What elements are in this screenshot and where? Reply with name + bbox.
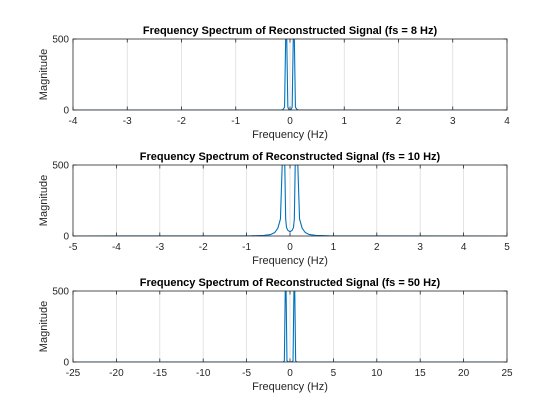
- x-axis-label: Frequency (Hz): [252, 129, 328, 141]
- x-tick-label: -5: [242, 368, 251, 379]
- x-tick-label: -15: [153, 368, 168, 379]
- chart-title: Frequency Spectrum of Reconstructed Sign…: [140, 151, 441, 163]
- x-tick-label: -1: [231, 116, 240, 127]
- y-tick-label: 0: [63, 358, 69, 369]
- x-tick-label: -10: [196, 368, 211, 379]
- x-tick-label: 2: [374, 242, 380, 253]
- x-tick-label: -3: [123, 116, 132, 127]
- x-tick-label: -4: [69, 116, 78, 127]
- x-tick-label: 25: [501, 368, 513, 379]
- series-line: [73, 165, 507, 236]
- y-tick-label: 500: [52, 287, 69, 298]
- x-tick-label: 4: [504, 116, 510, 127]
- y-tick-label: 500: [52, 35, 69, 46]
- y-axis-label: Magnitude: [38, 49, 50, 100]
- chart-title: Frequency Spectrum of Reconstructed Sign…: [143, 25, 438, 37]
- y-tick-label: 0: [63, 232, 69, 243]
- x-tick-label: 20: [458, 368, 470, 379]
- y-axis-label: Magnitude: [38, 175, 50, 226]
- x-tick-label: -2: [177, 116, 186, 127]
- x-tick-label: 3: [417, 242, 423, 253]
- subplot-2: -5 -4 -3 -2 -1 0 1 2 3 4 5 0 500 Frequency Spectrum o…: [38, 151, 510, 267]
- x-tick-label: -25: [66, 368, 81, 379]
- x-tick-label: -5: [69, 242, 78, 253]
- series-line: [73, 291, 507, 362]
- x-axis-label: Frequency (Hz): [252, 381, 328, 393]
- x-tick-label: 1: [331, 242, 337, 253]
- x-tick-label: -2: [199, 242, 208, 253]
- x-tick-label: 2: [396, 116, 402, 127]
- x-tick-label: 15: [415, 368, 427, 379]
- x-tick-label: 0: [287, 242, 293, 253]
- subplot-3: -25 -20 -15 -10 -5 0 5 10 15 20 25 0 500 Frequency Sp…: [38, 277, 513, 393]
- x-tick-label: -3: [155, 242, 164, 253]
- subplot-1: -4 -3 -2 -1 0 1 2 3 4 0 500 Frequency Spectrum of R…: [38, 25, 510, 141]
- x-tick-label: 5: [331, 368, 337, 379]
- y-axis-label: Magnitude: [38, 301, 50, 352]
- x-tick-label: 0: [287, 368, 293, 379]
- x-tick-label: 0: [287, 116, 293, 127]
- x-tick-label: -20: [109, 368, 124, 379]
- x-tick-label: 10: [371, 368, 383, 379]
- x-tick-label: 1: [341, 116, 347, 127]
- chart-title: Frequency Spectrum of Reconstructed Sign…: [140, 277, 441, 289]
- x-tick-label: -4: [112, 242, 121, 253]
- x-tick-label: -1: [242, 242, 251, 253]
- x-axis-label: Frequency (Hz): [252, 255, 328, 267]
- y-tick-label: 0: [63, 106, 69, 117]
- x-tick-label: 5: [504, 242, 510, 253]
- y-tick-label: 500: [52, 161, 69, 172]
- x-tick-label: 3: [450, 116, 456, 127]
- x-tick-label: 4: [461, 242, 467, 253]
